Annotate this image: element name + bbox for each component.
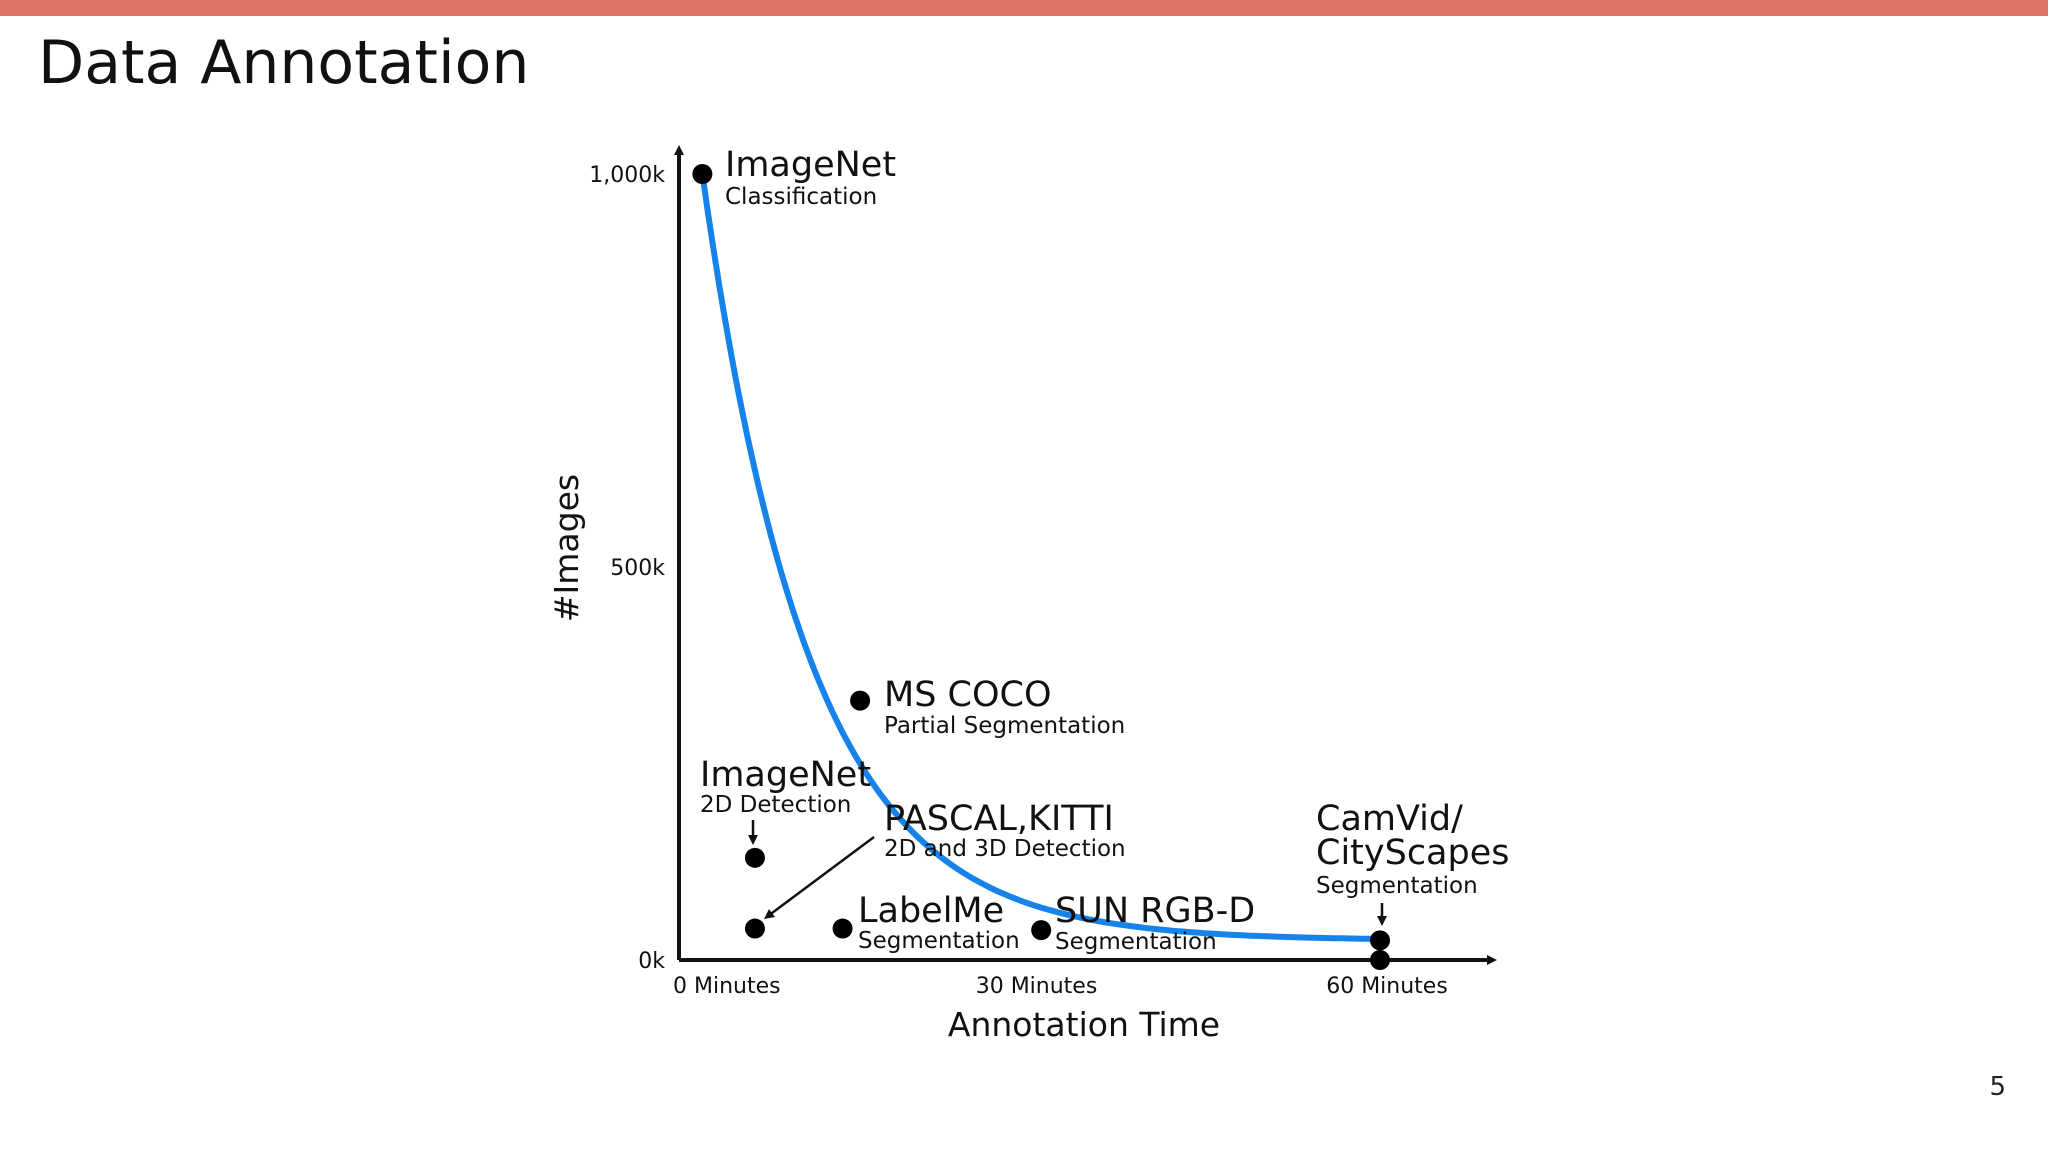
y-axis-title: #Images: [547, 474, 586, 622]
x-tick-label: 0 Minutes: [673, 974, 781, 999]
annotation-name-ms-coco: MS COCO: [884, 675, 1052, 715]
annotation-name-pascal-kitti: PASCAL,KITTI: [884, 799, 1114, 839]
annotation-sub-labelme: Segmentation: [858, 928, 1020, 954]
y-tick-label: 1,000k: [589, 163, 665, 188]
annotation-sub-ms-coco: Partial Segmentation: [884, 713, 1125, 739]
slide-title: Data Annotation: [38, 28, 530, 98]
x-tick-label: 30 Minutes: [976, 974, 1098, 999]
y-tick-label: 0k: [638, 949, 665, 974]
x-tick-label: 60 Minutes: [1326, 974, 1448, 999]
annotation-name2-camvid-cityscapes-a: CityScapes: [1316, 833, 1510, 873]
annotation-name-imagenet-cls: ImageNet: [725, 145, 896, 185]
data-point-sun-rgbd: [1031, 920, 1052, 941]
data-point-imagenet-det: [744, 847, 765, 868]
annotation-name-labelme: LabelMe: [858, 891, 1004, 931]
data-point-pascal-kitti: [744, 918, 765, 939]
arrow-pascal-kitti: [763, 835, 875, 919]
data-point-imagenet-cls: [692, 164, 713, 184]
annotation-name-camvid-cityscapes-a: CamVid/: [1316, 799, 1463, 839]
page-number: 5: [1989, 1072, 2006, 1102]
annotation-sub-camvid-cityscapes-a: Segmentation: [1316, 873, 1478, 899]
data-point-camvid-cityscapes-a: [1370, 930, 1390, 951]
annotation-name-sun-rgbd: SUN RGB-D: [1055, 891, 1255, 931]
data-point-camvid-cityscapes-b: [1370, 950, 1390, 970]
annotation-sub-imagenet-cls: Classification: [725, 184, 877, 210]
top-accent-bar: [0, 0, 2048, 16]
annotation-sub-sun-rgbd: Segmentation: [1055, 929, 1217, 955]
data-point-labelme: [832, 918, 853, 939]
annotation-sub-imagenet-det: 2D Detection: [700, 792, 851, 818]
x-axis-title: Annotation Time: [948, 1005, 1220, 1044]
annotation-name-imagenet-det: ImageNet: [700, 755, 871, 795]
data-point-ms-coco: [850, 690, 871, 711]
y-tick-label: 500k: [610, 556, 665, 581]
trend-curve: [699, 171, 1383, 942]
annotation-sub-pascal-kitti: 2D and 3D Detection: [884, 836, 1126, 862]
